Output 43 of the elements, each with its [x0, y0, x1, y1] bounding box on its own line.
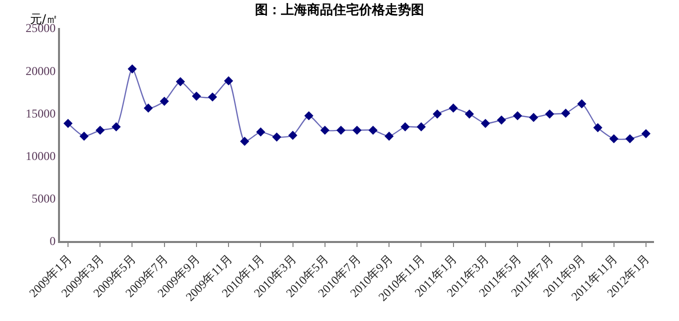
- point: [432, 110, 442, 119]
- point: [240, 136, 250, 146]
- y-tick-label: 15000: [26, 106, 56, 120]
- point: [529, 112, 538, 122]
- point: [128, 64, 137, 74]
- point: [192, 92, 202, 101]
- point: [112, 122, 121, 132]
- point: [561, 108, 570, 118]
- point: [609, 134, 618, 144]
- point: [63, 118, 73, 128]
- point: [208, 92, 218, 102]
- y-tick-label: 20000: [26, 64, 56, 78]
- point: [96, 126, 105, 135]
- y-tick-label: 10000: [26, 149, 56, 163]
- point: [593, 123, 602, 132]
- point: [400, 122, 410, 132]
- point: [496, 115, 506, 125]
- point: [512, 111, 522, 120]
- point: [80, 132, 89, 141]
- point: [368, 126, 378, 135]
- point: [272, 132, 282, 142]
- point: [625, 134, 634, 144]
- point: [448, 104, 458, 113]
- point: [304, 111, 314, 120]
- point: [545, 110, 554, 119]
- point: [480, 118, 490, 128]
- point: [352, 126, 362, 135]
- point: [288, 130, 298, 140]
- point: [256, 127, 266, 136]
- point: [160, 96, 169, 106]
- point: [384, 132, 394, 141]
- point: [336, 126, 346, 135]
- y-tick-label: 5000: [32, 192, 56, 206]
- point: [416, 122, 426, 132]
- y-tick-label: 0: [50, 234, 56, 248]
- chart-title: 图：上海商品住宅价格走势图: [255, 2, 424, 18]
- point: [224, 76, 234, 86]
- point: [176, 77, 185, 86]
- point: [641, 129, 651, 138]
- point: [577, 99, 586, 108]
- point: [320, 126, 330, 135]
- point: [464, 110, 474, 119]
- point: [144, 104, 153, 113]
